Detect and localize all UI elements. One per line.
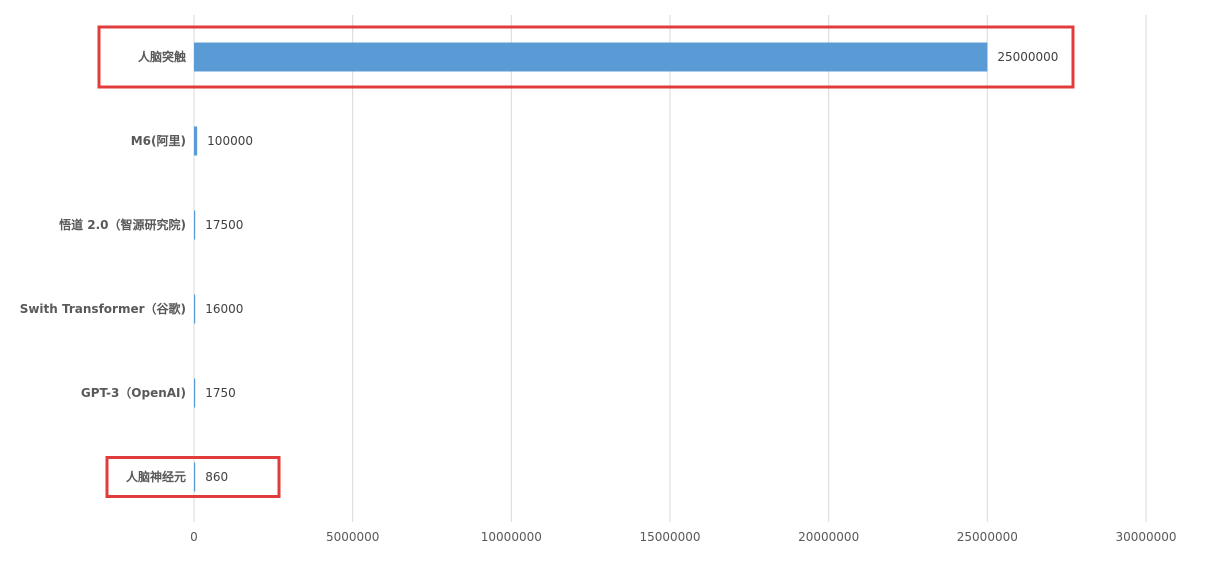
bar bbox=[194, 378, 196, 408]
data-label: 100000 bbox=[207, 134, 253, 148]
bar bbox=[194, 126, 198, 156]
x-tick-label: 20000000 bbox=[798, 530, 859, 544]
data-label: 860 bbox=[205, 470, 228, 484]
category-label: Swith Transformer（谷歌) bbox=[20, 301, 186, 316]
category-label: GPT-3（OpenAI) bbox=[81, 385, 186, 400]
bar bbox=[194, 210, 196, 240]
category-label: 人脑突触 bbox=[138, 49, 186, 64]
data-label: 25000000 bbox=[997, 50, 1058, 64]
x-tick-label: 25000000 bbox=[957, 530, 1018, 544]
highlight-box bbox=[105, 456, 281, 498]
category-label: 悟道 2.0（智源研究院) bbox=[59, 217, 186, 232]
category-label: M6(阿里) bbox=[131, 133, 186, 148]
x-tick-label: 15000000 bbox=[639, 530, 700, 544]
category-label: 人脑神经元 bbox=[126, 469, 186, 484]
x-tick-label: 10000000 bbox=[481, 530, 542, 544]
data-label: 17500 bbox=[205, 218, 243, 232]
data-label: 1750 bbox=[205, 386, 236, 400]
bar bbox=[194, 42, 988, 72]
x-tick-label: 30000000 bbox=[1115, 530, 1176, 544]
data-label: 16000 bbox=[205, 302, 243, 316]
x-tick-label: 0 bbox=[190, 530, 198, 544]
x-tick-label: 5000000 bbox=[326, 530, 379, 544]
highlight-box bbox=[97, 25, 1075, 89]
bar bbox=[194, 294, 196, 324]
bar bbox=[194, 462, 196, 492]
